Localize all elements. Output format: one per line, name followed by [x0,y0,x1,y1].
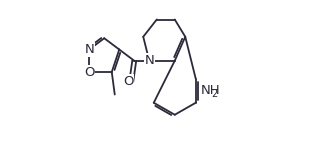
Text: O: O [123,75,134,88]
Text: NH: NH [200,84,220,97]
Text: O: O [84,66,95,78]
Text: N: N [144,54,154,67]
Text: 2: 2 [211,89,217,99]
Text: N: N [84,43,94,56]
